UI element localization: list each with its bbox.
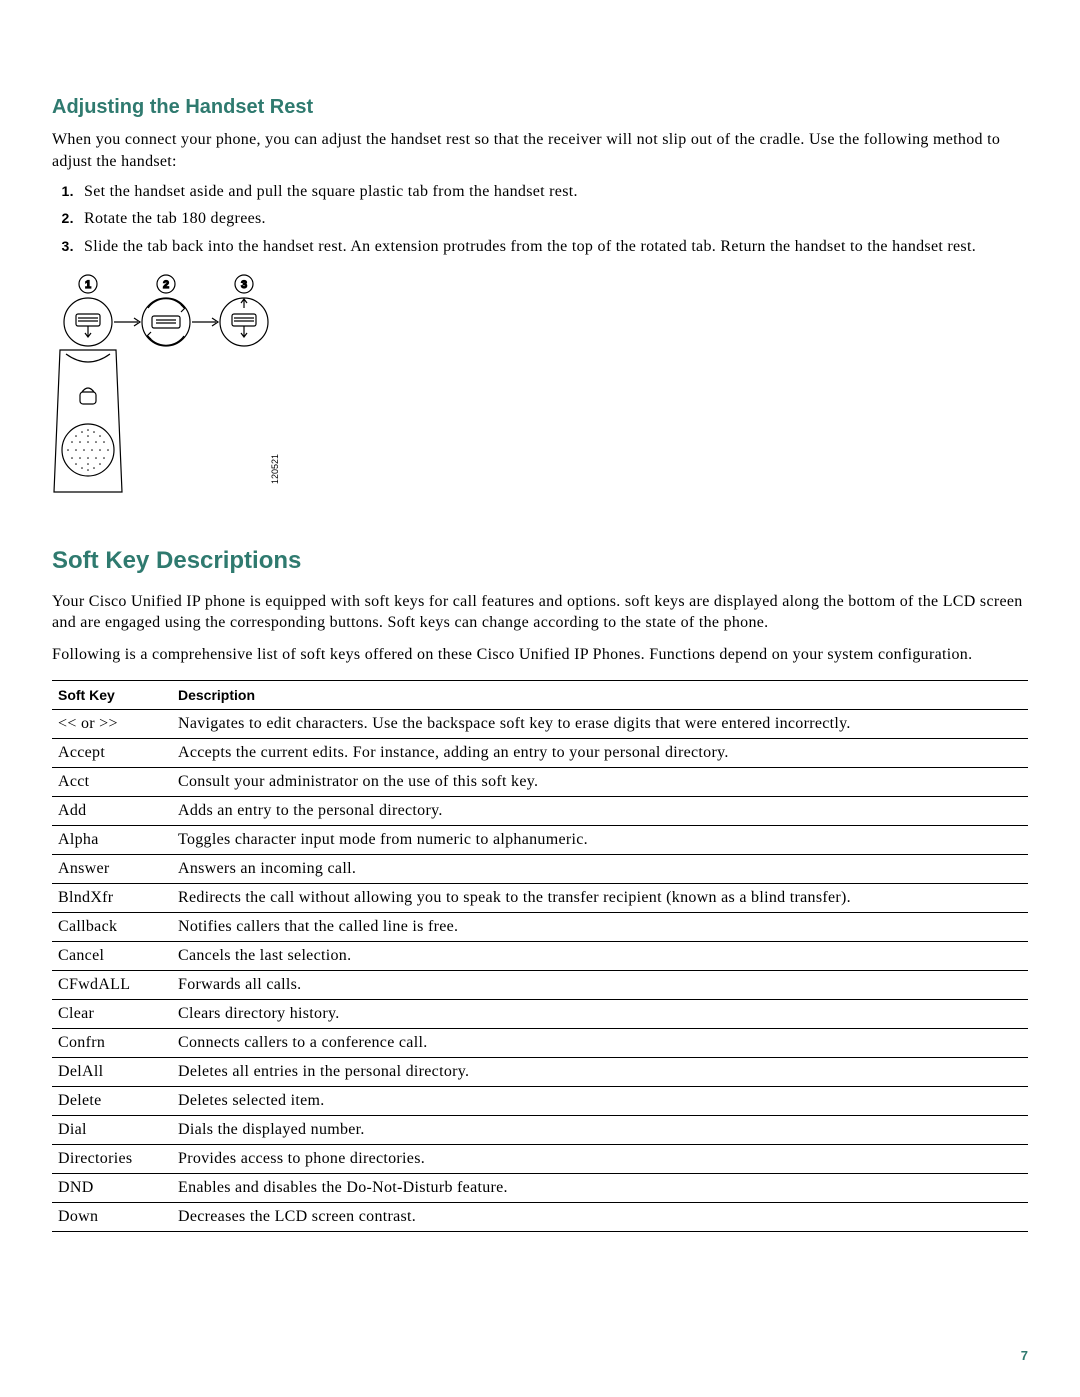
softkey-description: Accepts the current edits. For instance,…	[172, 738, 1028, 767]
section1-intro: When you connect your phone, you can adj…	[52, 129, 1028, 172]
softkey-description: Deletes selected item.	[172, 1086, 1028, 1115]
softkey-name: Cancel	[52, 941, 172, 970]
softkey-description: Forwards all calls.	[172, 970, 1028, 999]
softkey-description: Adds an entry to the personal directory.	[172, 796, 1028, 825]
step-3: Slide the tab back into the handset rest…	[78, 235, 1028, 258]
softkey-description: Decreases the LCD screen contrast.	[172, 1202, 1028, 1231]
softkey-name: Confrn	[52, 1028, 172, 1057]
softkey-description: Notifies callers that the called line is…	[172, 912, 1028, 941]
table-body: << or >>Navigates to edit characters. Us…	[52, 709, 1028, 1231]
col-header-description: Description	[172, 680, 1028, 709]
softkey-description: Enables and disables the Do-Not-Disturb …	[172, 1173, 1028, 1202]
handset-diagram: 1 2 3	[52, 272, 1028, 507]
table-row: CFwdALLForwards all calls.	[52, 970, 1028, 999]
softkey-description: Clears directory history.	[172, 999, 1028, 1028]
table-header-row: Soft Key Description	[52, 680, 1028, 709]
step-2: Rotate the tab 180 degrees.	[78, 207, 1028, 230]
svg-text:1: 1	[85, 279, 91, 291]
table-row: AlphaToggles character input mode from n…	[52, 825, 1028, 854]
table-row: DialDials the displayed number.	[52, 1115, 1028, 1144]
softkey-name: DelAll	[52, 1057, 172, 1086]
softkey-name: Delete	[52, 1086, 172, 1115]
table-row: AcceptAccepts the current edits. For ins…	[52, 738, 1028, 767]
softkey-description: Navigates to edit characters. Use the ba…	[172, 709, 1028, 738]
table-row: AcctConsult your administrator on the us…	[52, 767, 1028, 796]
softkeys-table: Soft Key Description << or >>Navigates t…	[52, 680, 1028, 1232]
table-row: << or >>Navigates to edit characters. Us…	[52, 709, 1028, 738]
softkey-name: << or >>	[52, 709, 172, 738]
softkey-name: Answer	[52, 854, 172, 883]
col-header-softkey: Soft Key	[52, 680, 172, 709]
softkey-description: Connects callers to a conference call.	[172, 1028, 1028, 1057]
softkey-name: Add	[52, 796, 172, 825]
table-row: DelAllDeletes all entries in the persona…	[52, 1057, 1028, 1086]
softkey-name: Alpha	[52, 825, 172, 854]
table-row: ClearClears directory history.	[52, 999, 1028, 1028]
softkey-name: Down	[52, 1202, 172, 1231]
section2-title: Soft Key Descriptions	[52, 547, 1028, 575]
softkey-name: Accept	[52, 738, 172, 767]
table-row: BlndXfrRedirects the call without allowi…	[52, 883, 1028, 912]
table-row: AnswerAnswers an incoming call.	[52, 854, 1028, 883]
softkey-name: BlndXfr	[52, 883, 172, 912]
handset-diagram-svg: 1 2 3	[52, 272, 292, 502]
section2-p2: Following is a comprehensive list of sof…	[52, 644, 1028, 666]
table-row: DNDEnables and disables the Do-Not-Distu…	[52, 1173, 1028, 1202]
svg-text:3: 3	[241, 279, 247, 291]
table-row: DownDecreases the LCD screen contrast.	[52, 1202, 1028, 1231]
page: Adjusting the Handset Rest When you conn…	[0, 0, 1080, 1397]
step-1: Set the handset aside and pull the squar…	[78, 180, 1028, 203]
section1-title: Adjusting the Handset Rest	[52, 96, 1028, 119]
illustration-id: 120521	[270, 454, 280, 484]
table-row: CancelCancels the last selection.	[52, 941, 1028, 970]
softkey-description: Cancels the last selection.	[172, 941, 1028, 970]
table-row: CallbackNotifies callers that the called…	[52, 912, 1028, 941]
softkey-name: Clear	[52, 999, 172, 1028]
softkey-description: Dials the displayed number.	[172, 1115, 1028, 1144]
softkey-description: Redirects the call without allowing you …	[172, 883, 1028, 912]
softkey-description: Consult your administrator on the use of…	[172, 767, 1028, 796]
softkey-description: Provides access to phone directories.	[172, 1144, 1028, 1173]
softkey-description: Toggles character input mode from numeri…	[172, 825, 1028, 854]
softkey-name: Dial	[52, 1115, 172, 1144]
table-row: DirectoriesProvides access to phone dire…	[52, 1144, 1028, 1173]
softkey-name: Acct	[52, 767, 172, 796]
table-row: DeleteDeletes selected item.	[52, 1086, 1028, 1115]
softkey-name: CFwdALL	[52, 970, 172, 999]
table-row: ConfrnConnects callers to a conference c…	[52, 1028, 1028, 1057]
softkey-description: Deletes all entries in the personal dire…	[172, 1057, 1028, 1086]
softkey-name: DND	[52, 1173, 172, 1202]
table-row: AddAdds an entry to the personal directo…	[52, 796, 1028, 825]
section2-p1: Your Cisco Unified IP phone is equipped …	[52, 591, 1028, 634]
page-number: 7	[1021, 1348, 1028, 1363]
svg-text:2: 2	[163, 279, 169, 291]
softkey-name: Directories	[52, 1144, 172, 1173]
softkey-description: Answers an incoming call.	[172, 854, 1028, 883]
softkey-name: Callback	[52, 912, 172, 941]
steps-list: Set the handset aside and pull the squar…	[78, 180, 1028, 258]
